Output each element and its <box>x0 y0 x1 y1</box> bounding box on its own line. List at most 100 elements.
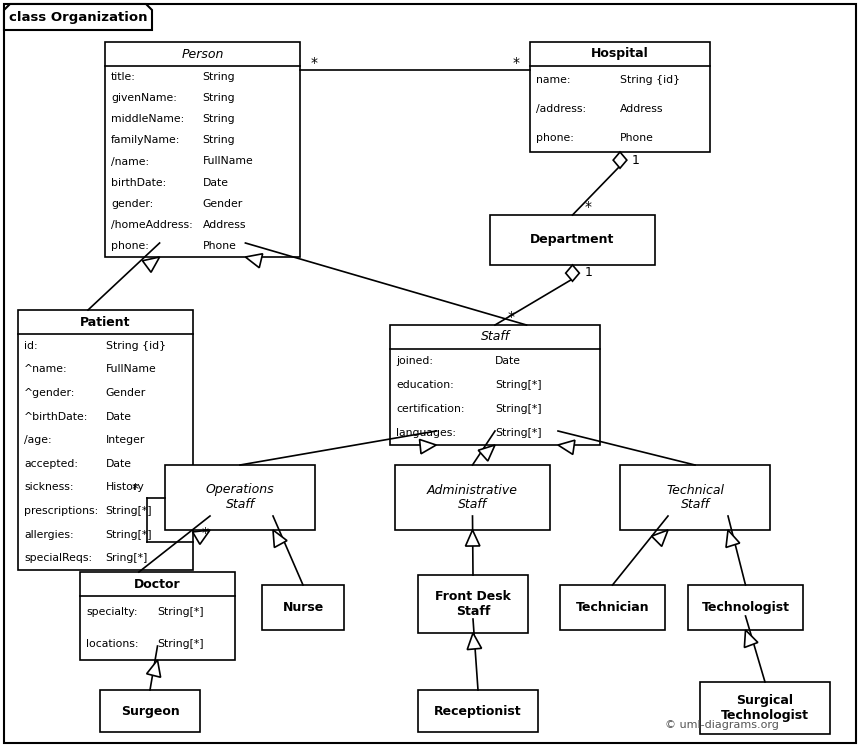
Text: Hospital: Hospital <box>591 48 649 61</box>
Polygon shape <box>467 633 482 650</box>
Bar <box>490 215 655 265</box>
Text: Sring[*]: Sring[*] <box>106 554 148 563</box>
Text: joined:: joined: <box>396 356 433 366</box>
Text: Surgical
Technologist: Surgical Technologist <box>721 694 809 722</box>
Text: History: History <box>106 483 144 492</box>
Text: specialReqs:: specialReqs: <box>24 554 92 563</box>
Text: 1: 1 <box>585 267 593 279</box>
Text: Phone: Phone <box>202 241 237 252</box>
Text: name:: name: <box>536 75 570 85</box>
Text: Surgeon: Surgeon <box>120 704 180 718</box>
Bar <box>418 575 528 633</box>
Text: class Organization: class Organization <box>9 10 147 23</box>
Text: *: * <box>513 56 519 70</box>
Bar <box>105 42 300 257</box>
Text: String[*]: String[*] <box>106 506 152 516</box>
Text: Staff: Staff <box>481 330 510 344</box>
Text: sickness:: sickness: <box>24 483 73 492</box>
Text: 1: 1 <box>632 153 640 167</box>
Text: title:: title: <box>111 72 136 81</box>
Polygon shape <box>566 265 580 281</box>
Polygon shape <box>4 4 152 30</box>
Text: FullName: FullName <box>106 365 157 374</box>
Text: phone:: phone: <box>111 241 149 252</box>
Text: /homeAddress:: /homeAddress: <box>111 220 193 230</box>
Bar <box>530 42 710 152</box>
Polygon shape <box>420 439 436 453</box>
Polygon shape <box>245 254 262 267</box>
Text: String {id}: String {id} <box>620 75 680 85</box>
Text: ^gender:: ^gender: <box>24 388 76 398</box>
Text: Administrative
Staff: Administrative Staff <box>427 483 518 512</box>
Text: /address:: /address: <box>536 104 587 114</box>
Polygon shape <box>273 530 287 548</box>
Text: phone:: phone: <box>536 133 574 143</box>
Text: String: String <box>202 135 235 145</box>
Text: © uml-diagrams.org: © uml-diagrams.org <box>666 720 779 730</box>
Polygon shape <box>465 530 480 546</box>
Bar <box>688 585 803 630</box>
Text: birthDate:: birthDate: <box>111 178 166 187</box>
Text: locations:: locations: <box>86 639 138 649</box>
Bar <box>390 325 600 445</box>
Bar <box>262 585 344 630</box>
Text: *: * <box>585 200 592 214</box>
Text: /age:: /age: <box>24 436 52 445</box>
Text: education:: education: <box>396 380 454 390</box>
Bar <box>80 572 235 660</box>
Text: *: * <box>201 526 208 540</box>
Text: *: * <box>310 56 317 70</box>
Text: String[*]: String[*] <box>495 380 542 390</box>
Text: Front Desk
Staff: Front Desk Staff <box>435 590 511 618</box>
Text: middleName:: middleName: <box>111 114 184 124</box>
Text: *: * <box>132 482 138 495</box>
Text: /name:: /name: <box>111 157 149 167</box>
Text: Gender: Gender <box>202 199 243 209</box>
Text: prescriptions:: prescriptions: <box>24 506 98 516</box>
Text: allergies:: allergies: <box>24 530 74 539</box>
Text: Integer: Integer <box>106 436 144 445</box>
Text: Address: Address <box>202 220 246 230</box>
Text: String[*]: String[*] <box>157 639 204 649</box>
Text: Receptionist: Receptionist <box>434 704 522 718</box>
Polygon shape <box>143 257 160 273</box>
Text: Technician: Technician <box>575 601 649 614</box>
Polygon shape <box>558 440 574 454</box>
Text: *: * <box>507 310 514 324</box>
Text: Operations
Staff: Operations Staff <box>206 483 274 512</box>
Polygon shape <box>613 152 627 168</box>
Text: Technologist: Technologist <box>702 601 789 614</box>
Text: FullName: FullName <box>202 157 253 167</box>
Bar <box>165 465 315 530</box>
Polygon shape <box>652 530 668 546</box>
Text: Patient: Patient <box>80 315 131 329</box>
Text: Department: Department <box>531 234 615 247</box>
Text: String[*]: String[*] <box>157 607 204 617</box>
Text: Technical
Staff: Technical Staff <box>666 483 724 512</box>
Bar <box>418 690 538 732</box>
Text: certification:: certification: <box>396 404 464 414</box>
Bar <box>560 585 665 630</box>
Bar <box>395 465 550 530</box>
Polygon shape <box>745 630 758 648</box>
Text: languages:: languages: <box>396 428 456 438</box>
Bar <box>700 682 830 734</box>
Text: accepted:: accepted: <box>24 459 78 469</box>
Text: Gender: Gender <box>106 388 145 398</box>
Polygon shape <box>193 530 210 545</box>
Text: Date: Date <box>106 459 132 469</box>
Text: ^birthDate:: ^birthDate: <box>24 412 89 421</box>
Text: String: String <box>202 114 235 124</box>
Text: String[*]: String[*] <box>106 530 152 539</box>
Text: Date: Date <box>202 178 229 187</box>
Text: specialty:: specialty: <box>86 607 138 617</box>
Text: String {id}: String {id} <box>106 341 165 351</box>
Text: Person: Person <box>181 48 224 61</box>
Polygon shape <box>147 660 161 678</box>
Bar <box>18 310 193 570</box>
Polygon shape <box>478 445 495 461</box>
Text: Doctor: Doctor <box>134 577 181 590</box>
Text: String[*]: String[*] <box>495 404 542 414</box>
Text: String: String <box>202 72 235 81</box>
Text: Date: Date <box>495 356 521 366</box>
